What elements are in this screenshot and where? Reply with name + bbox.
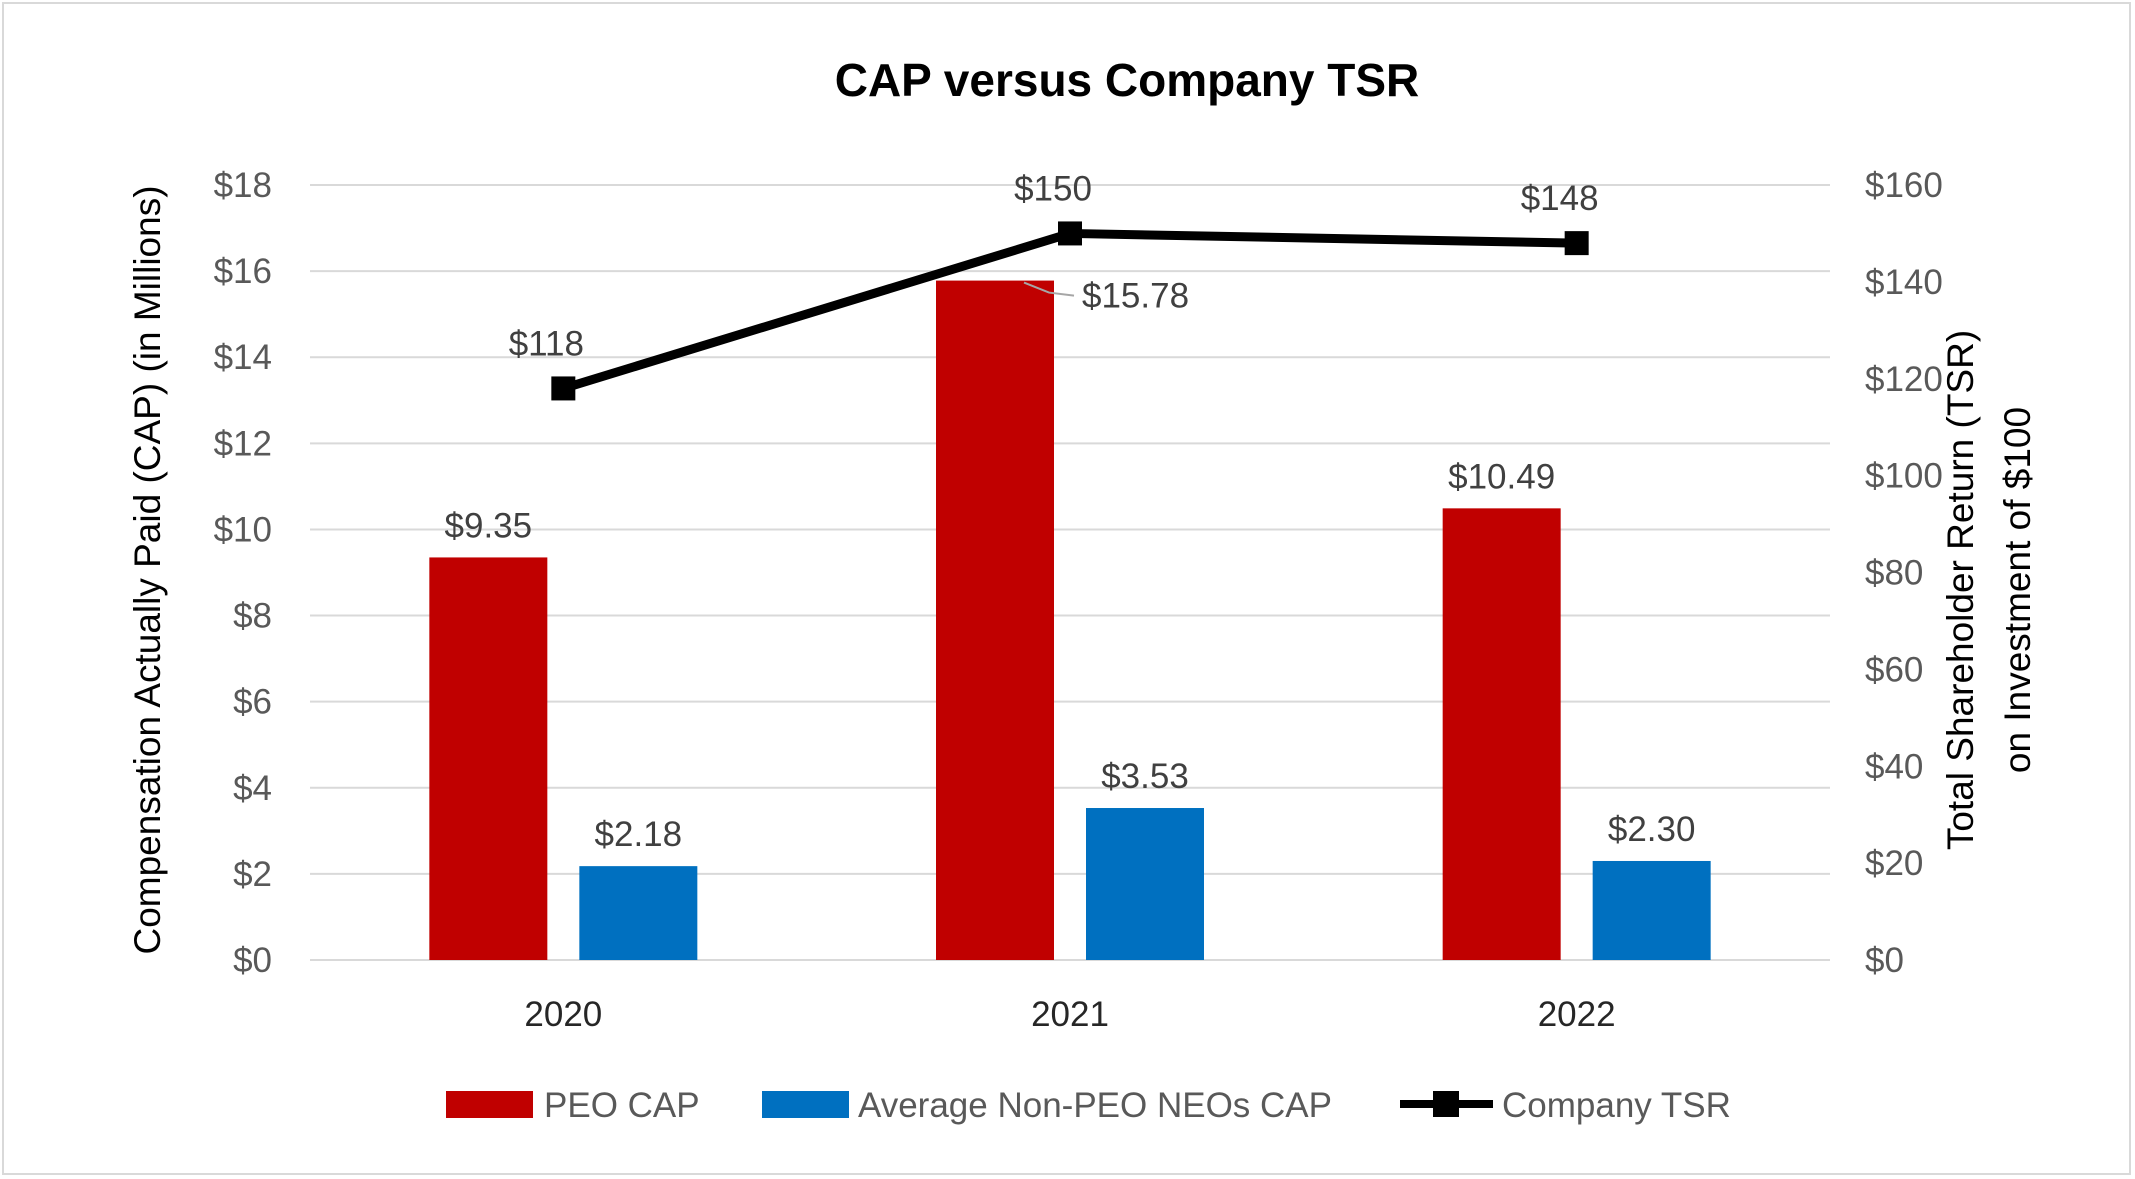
left-tick-label: $2 bbox=[233, 855, 272, 894]
bar-data-label: $10.49 bbox=[1448, 457, 1555, 496]
bar-data-label: $2.18 bbox=[595, 815, 683, 854]
right-axis-title-line-1: Total Shareholder Return (TSR) bbox=[1940, 330, 1981, 850]
right-tick-label: $0 bbox=[1865, 941, 1904, 980]
left-tick-label: $8 bbox=[233, 597, 272, 636]
bar-1-2021 bbox=[1086, 808, 1204, 960]
left-tick-label: $18 bbox=[214, 166, 272, 205]
left-tick-label: $16 bbox=[214, 252, 272, 291]
legend: PEO CAP Average Non-PEO NEOs CAP Company… bbox=[446, 1086, 1731, 1125]
right-tick-label: $120 bbox=[1865, 360, 1943, 399]
right-axis-title-line-2: on Investment of $100 bbox=[1997, 407, 2038, 773]
tsr-line bbox=[551, 221, 1589, 401]
chart-title: CAP versus Company TSR bbox=[835, 54, 1420, 106]
bars bbox=[429, 280, 1711, 960]
tsr-data-label: $118 bbox=[509, 324, 584, 363]
left-tick-label: $0 bbox=[233, 941, 272, 980]
bar-0-2020 bbox=[429, 557, 548, 960]
bar-0-2021 bbox=[936, 280, 1054, 960]
left-axis-title: Compensation Actually Paid (CAP) (in Mil… bbox=[127, 185, 168, 954]
right-tick-label: $160 bbox=[1865, 166, 1943, 205]
right-tick-label: $100 bbox=[1865, 457, 1943, 496]
tsr-data-label: $148 bbox=[1521, 179, 1599, 218]
legend-label-peo-cap: PEO CAP bbox=[544, 1086, 700, 1125]
bar-data-label: $15.78 bbox=[1082, 277, 1189, 316]
legend-swatch-peo-cap bbox=[446, 1091, 533, 1118]
bar-data-label: $2.30 bbox=[1608, 810, 1696, 849]
tsr-marker-2022 bbox=[1564, 231, 1589, 256]
bar-1-2022 bbox=[1592, 860, 1711, 960]
bar-0-2022 bbox=[1442, 508, 1561, 960]
left-tick-label: $10 bbox=[214, 510, 272, 549]
left-tick-label: $12 bbox=[214, 424, 272, 463]
left-tick-label: $6 bbox=[233, 683, 272, 722]
bar-data-label: $9.35 bbox=[445, 506, 533, 545]
tsr-data-label: $150 bbox=[1014, 169, 1092, 208]
gridlines bbox=[310, 184, 1830, 961]
leader-line bbox=[1023, 281, 1075, 297]
legend-label-non-peo-cap: Average Non-PEO NEOs CAP bbox=[858, 1086, 1332, 1125]
left-axis-ticks: $0 $2 $4 $6 $8 $10 $12 $14 $16 $18 bbox=[214, 166, 272, 980]
left-tick-label: $4 bbox=[233, 769, 272, 808]
bar-1-2020 bbox=[579, 866, 698, 960]
right-tick-label: $60 bbox=[1865, 650, 1923, 689]
tsr-line-path bbox=[562, 228, 1577, 393]
right-tick-label: $20 bbox=[1865, 844, 1923, 883]
category-label: 2020 bbox=[524, 995, 602, 1034]
left-tick-label: $14 bbox=[214, 338, 272, 377]
tsr-marker-2021 bbox=[1058, 221, 1082, 246]
legend-swatch-non-peo-cap bbox=[762, 1091, 849, 1118]
tsr-marker-2020 bbox=[551, 376, 576, 401]
right-axis-ticks: $0 $20 $40 $60 $80 $100 $120 $140 $160 bbox=[1865, 166, 1943, 980]
bar-data-label: $3.53 bbox=[1101, 757, 1189, 796]
category-label: 2022 bbox=[1538, 995, 1616, 1034]
legend-label-company-tsr: Company TSR bbox=[1502, 1086, 1731, 1125]
category-label: 2021 bbox=[1031, 995, 1109, 1034]
category-labels: 2020 2021 2022 bbox=[524, 995, 1615, 1034]
data-labels: $9.35 $15.78 $10.49 $2.18 $3.53 $2.30 $118 $150… bbox=[445, 169, 1696, 854]
right-tick-label: $40 bbox=[1865, 747, 1923, 786]
right-tick-label: $80 bbox=[1865, 554, 1923, 593]
right-tick-label: $140 bbox=[1865, 263, 1943, 302]
legend-marker-company-tsr bbox=[1433, 1091, 1459, 1117]
